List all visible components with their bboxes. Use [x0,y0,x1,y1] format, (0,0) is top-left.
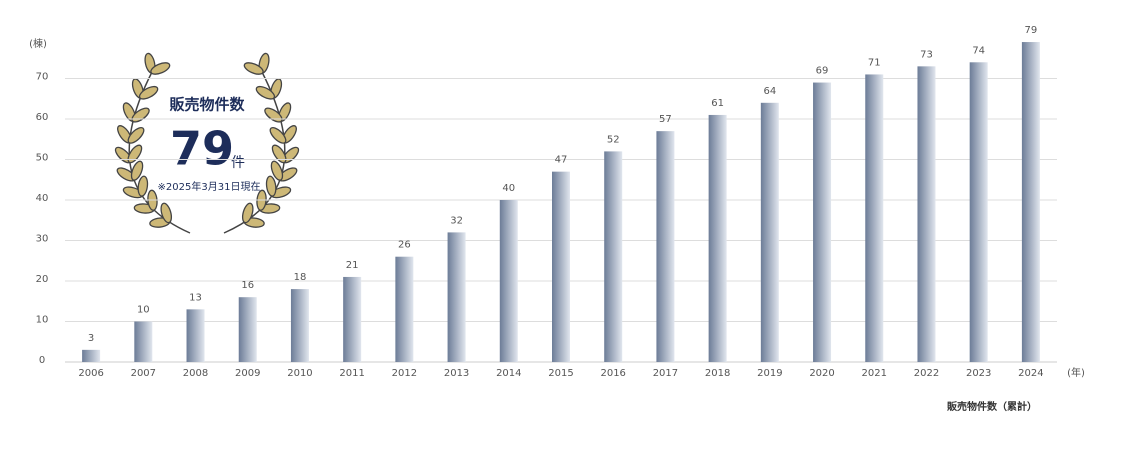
value-label: 21 [346,260,359,271]
x-tick-label: 2010 [287,368,312,379]
bar [186,309,205,362]
x-tick-label: 2007 [131,368,156,379]
x-axis-label: (年) [1067,366,1085,379]
value-label: 64 [763,86,776,97]
laurel-leaf [130,160,144,181]
x-tick-label: 2024 [1018,368,1043,379]
bar [917,66,936,362]
bar [395,256,414,362]
y-tick-label: 10 [36,315,49,326]
value-label: 52 [607,134,620,145]
value-label: 61 [711,98,724,109]
bar [969,62,988,363]
value-label: 10 [137,305,150,316]
value-label: 74 [972,45,985,56]
x-tick-label: 2021 [862,368,887,379]
bar [813,82,832,363]
x-tick-label: 2022 [914,368,939,379]
value-label: 69 [816,66,829,77]
badge-number: 79 [170,122,234,176]
value-label: 16 [241,280,254,291]
value-label: 57 [659,114,672,125]
x-tick-label: 2011 [339,368,364,379]
bar [447,232,466,362]
laurel-leaf [127,144,143,164]
laurel-leaf [150,62,171,75]
laurel-leaf [270,160,284,181]
value-label: 71 [868,57,881,68]
value-label: 79 [1025,25,1038,36]
laurel-leaf [160,202,173,224]
bar [238,297,257,362]
bar [552,171,570,362]
laurel-leaf [138,85,159,100]
value-label: 26 [398,240,411,251]
y-tick-label: 0 [39,355,45,366]
caption: 販売物件数（累計） [947,400,1037,413]
bar [290,289,309,362]
y-tick-label: 50 [36,153,49,164]
bar [656,131,675,362]
bar [134,321,153,362]
x-tick-label: 2018 [705,368,730,379]
x-tick-label: 2008 [183,368,208,379]
laurel-leaf [127,127,145,144]
value-label: 18 [294,272,307,283]
y-tick-label: 60 [36,112,49,123]
y-tick-label: 70 [36,72,49,83]
laurel-leaf [255,85,276,100]
y-tick-label: 30 [36,234,49,245]
badge-note: ※2025年3月31日現在 [158,180,261,193]
x-tick-label: 2019 [757,368,782,379]
x-tick-label: 2016 [600,368,625,379]
value-label: 47 [555,155,568,166]
value-label: 73 [920,49,933,60]
bar [343,276,362,362]
laurel-leaf [241,202,254,224]
y-tick-label: 40 [36,193,49,204]
x-tick-label: 2009 [235,368,260,379]
value-label: 40 [502,183,515,194]
badge-title: 販売物件数 [169,96,245,114]
y-axis-label: (棟) [29,37,47,50]
bar [1021,42,1040,363]
x-tick-label: 2012 [392,368,417,379]
laurel-leaf [137,175,149,197]
bar [708,114,727,362]
x-tick-label: 2017 [653,368,678,379]
value-label: 13 [189,292,202,303]
laurel-leaf [243,62,264,75]
laurel [114,52,300,234]
x-tick-label: 2014 [496,368,521,379]
laurel-leaf [271,144,287,164]
y-tick-label: 20 [36,274,49,285]
bar [865,74,884,362]
laurel-leaf [269,127,287,144]
value-label: 32 [450,215,463,226]
badge-unit: 件 [231,155,245,171]
bar [82,349,101,362]
laurel-leaf [265,175,277,197]
value-label: 3 [88,333,94,344]
bar [604,151,623,362]
bar [499,200,518,362]
x-tick-label: 2006 [78,368,103,379]
x-tick-label: 2020 [809,368,834,379]
x-tick-label: 2023 [966,368,991,379]
x-tick-label: 2015 [548,368,573,379]
x-tick-label: 2013 [444,368,469,379]
bar [760,102,779,363]
